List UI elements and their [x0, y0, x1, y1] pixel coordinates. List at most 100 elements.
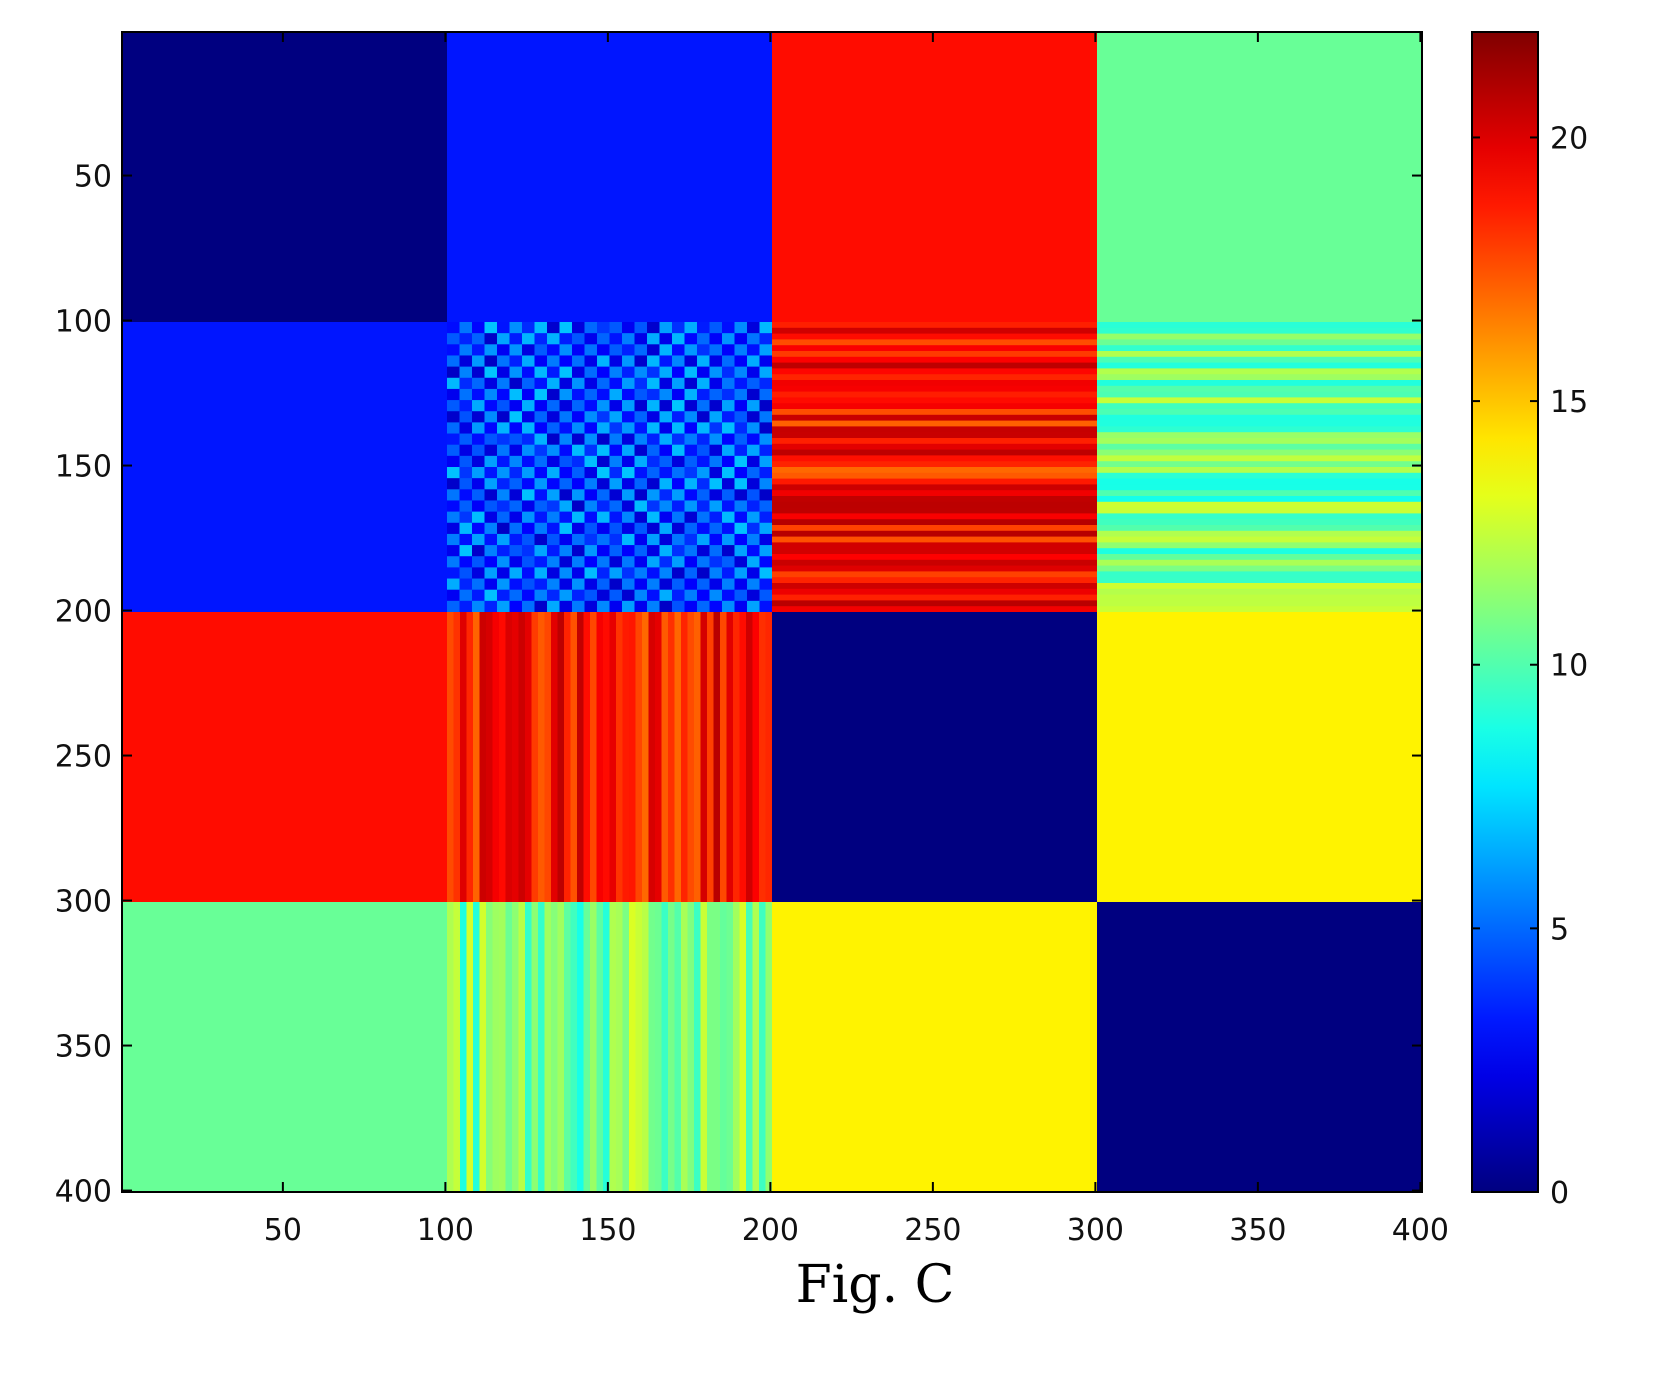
heatmap-cell [559, 411, 573, 423]
heatmap-cell [597, 422, 611, 435]
heatmap-cell [672, 489, 686, 502]
heatmap-cell [484, 322, 498, 334]
heatmap-cell [572, 377, 586, 390]
heatmap-cell [547, 567, 561, 580]
heatmap-cell [648, 902, 656, 1193]
heatmap-cell [694, 612, 702, 903]
heatmap-cell [584, 478, 598, 490]
heatmap-cell [647, 467, 661, 479]
heatmap-cell [484, 556, 498, 568]
heatmap-cell [572, 388, 586, 401]
heatmap-cell [709, 333, 723, 345]
heatmap-cell [447, 32, 773, 323]
heatmap-cell [634, 411, 648, 423]
heatmap-cell [772, 414, 1098, 422]
heatmap-cell [622, 411, 636, 423]
heatmap-cell [522, 511, 536, 524]
heatmap-cell [709, 355, 723, 368]
heatmap-cell [534, 533, 548, 546]
heatmap-cell [534, 422, 548, 435]
heatmap-cell [1097, 594, 1423, 601]
heatmap-cell [697, 355, 711, 368]
heatmap-cell [547, 600, 561, 613]
y-tick-label: 50 [74, 160, 112, 195]
heatmap-cell [747, 344, 761, 357]
heatmap-cell [472, 355, 486, 368]
heatmap-cell [547, 511, 561, 524]
heatmap-block [447, 612, 773, 903]
heatmap-cell [484, 433, 498, 446]
heatmap-cell [759, 333, 773, 345]
heatmap-cell [622, 366, 636, 379]
heatmap-cell [697, 366, 711, 379]
heatmap-cell [447, 511, 461, 524]
heatmap-cell [584, 322, 598, 334]
colorbar-tick-label: 20 [1550, 121, 1588, 156]
heatmap-cell [522, 344, 536, 357]
heatmap-cell [697, 578, 711, 591]
heatmap-cell [772, 461, 1098, 468]
heatmap-cell [772, 455, 1098, 462]
heatmap-cell [460, 612, 468, 903]
heatmap-cell [509, 433, 523, 446]
heatmap-block [1097, 612, 1423, 903]
heatmap-cell [772, 391, 1098, 398]
heatmap-cell [734, 578, 748, 591]
heatmap-cell [609, 333, 623, 345]
heatmap-cell [1097, 426, 1423, 433]
heatmap-cell [497, 522, 511, 535]
heatmap-cell [559, 433, 573, 446]
heatmap-cell [484, 344, 498, 357]
heatmap-cell [534, 589, 548, 602]
heatmap-cell [697, 455, 711, 468]
heatmap-cell [547, 411, 561, 423]
heatmap-cell [572, 433, 586, 446]
heatmap-cell [447, 444, 461, 457]
y-tick-label: 350 [55, 1030, 112, 1065]
heatmap-cell [634, 422, 648, 435]
heatmap-cell [459, 333, 473, 345]
heatmap-cell [1097, 455, 1423, 462]
heatmap-cell [472, 489, 486, 502]
heatmap-cell [484, 388, 498, 401]
heatmap-cell [629, 902, 637, 1193]
heatmap-cell [697, 567, 711, 580]
heatmap-cell [522, 489, 536, 502]
heatmap-cell [534, 400, 548, 412]
heatmap-cell [684, 388, 698, 401]
heatmap-cell [609, 433, 623, 446]
heatmap-cell [559, 545, 573, 557]
heatmap-cell [616, 612, 624, 903]
heatmap-cell [447, 522, 461, 535]
heatmap-cell [447, 600, 461, 613]
heatmap-cell [709, 467, 723, 479]
heatmap-cell [709, 322, 723, 334]
heatmap-cell [622, 322, 636, 334]
heatmap-cell [734, 567, 748, 580]
heatmap-cell [509, 556, 523, 568]
heatmap-cell [484, 522, 498, 535]
heatmap-block [122, 32, 448, 323]
heatmap-cell [697, 411, 711, 423]
heatmap-cell [459, 589, 473, 602]
heatmap-cell [772, 507, 1098, 514]
heatmap-cell [564, 902, 572, 1193]
heatmap-cell [672, 567, 686, 580]
heatmap-cell [497, 545, 511, 557]
heatmap-cell [697, 433, 711, 446]
heatmap-cell [709, 455, 723, 468]
heatmap-cell [672, 522, 686, 535]
heatmap-cell [609, 902, 617, 1193]
heatmap-cell [497, 422, 511, 435]
heatmap-cell [759, 489, 773, 502]
heatmap-cell [534, 333, 548, 345]
heatmap-cell [672, 455, 686, 468]
heatmap-cell [547, 478, 561, 490]
heatmap-cell [1097, 472, 1423, 480]
heatmap-cell [559, 500, 573, 513]
heatmap-cell [534, 322, 548, 334]
heatmap-cell [634, 355, 648, 368]
heatmap-cell [472, 333, 486, 345]
heatmap-cell [672, 556, 686, 568]
heatmap-cell [472, 322, 486, 334]
